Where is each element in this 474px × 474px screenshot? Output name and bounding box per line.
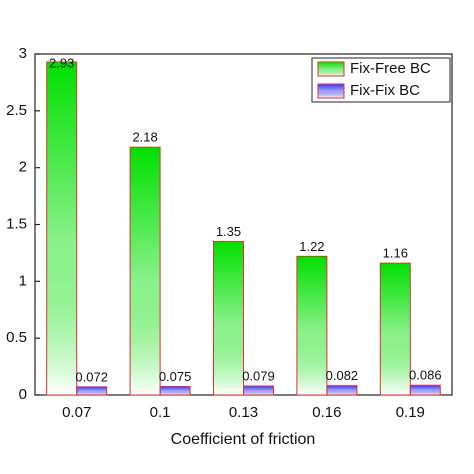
y-tick-label: 2.5 (6, 102, 27, 119)
data-label: 0.075 (159, 369, 192, 384)
x-tick-label: 0.13 (229, 404, 258, 421)
bar (129, 146, 161, 396)
y-tick-label: 2 (19, 159, 27, 176)
y-tick-label: 1.5 (6, 215, 27, 232)
x-tick-label: 0.16 (312, 404, 341, 421)
bar (159, 385, 191, 396)
x-tick-label: 0.19 (396, 404, 425, 421)
legend-label: Fix-Free BC (350, 60, 431, 77)
bar (379, 262, 411, 396)
data-label: 2.18 (132, 130, 157, 145)
y-tick-label: 0 (19, 386, 27, 403)
data-label: 0.072 (75, 369, 108, 384)
x-tick-label: 0.1 (150, 404, 171, 421)
data-label: 1.22 (299, 239, 324, 254)
x-axis-label: Coefficient of friction (171, 431, 316, 448)
bar (326, 385, 358, 396)
legend-label: Fix-Fix BC (350, 82, 420, 99)
data-label: 1.16 (383, 246, 408, 261)
bar (296, 255, 328, 396)
data-label: 0.082 (326, 368, 359, 383)
y-tick-label: 0.5 (6, 329, 27, 346)
bar (46, 61, 78, 396)
bar (243, 385, 274, 396)
x-tick-label: 0.07 (62, 404, 91, 421)
legend-swatch (317, 61, 345, 77)
data-label: 1.35 (216, 224, 241, 239)
data-label: 0.079 (242, 368, 275, 383)
data-label: 2.93 (49, 55, 74, 70)
bar (409, 384, 441, 396)
y-tick-label: 1 (19, 272, 27, 289)
legend-swatch (317, 83, 345, 99)
bar (213, 241, 244, 396)
data-label: 0.086 (409, 368, 442, 383)
bar (76, 386, 108, 396)
y-tick-label: 3 (19, 45, 27, 62)
